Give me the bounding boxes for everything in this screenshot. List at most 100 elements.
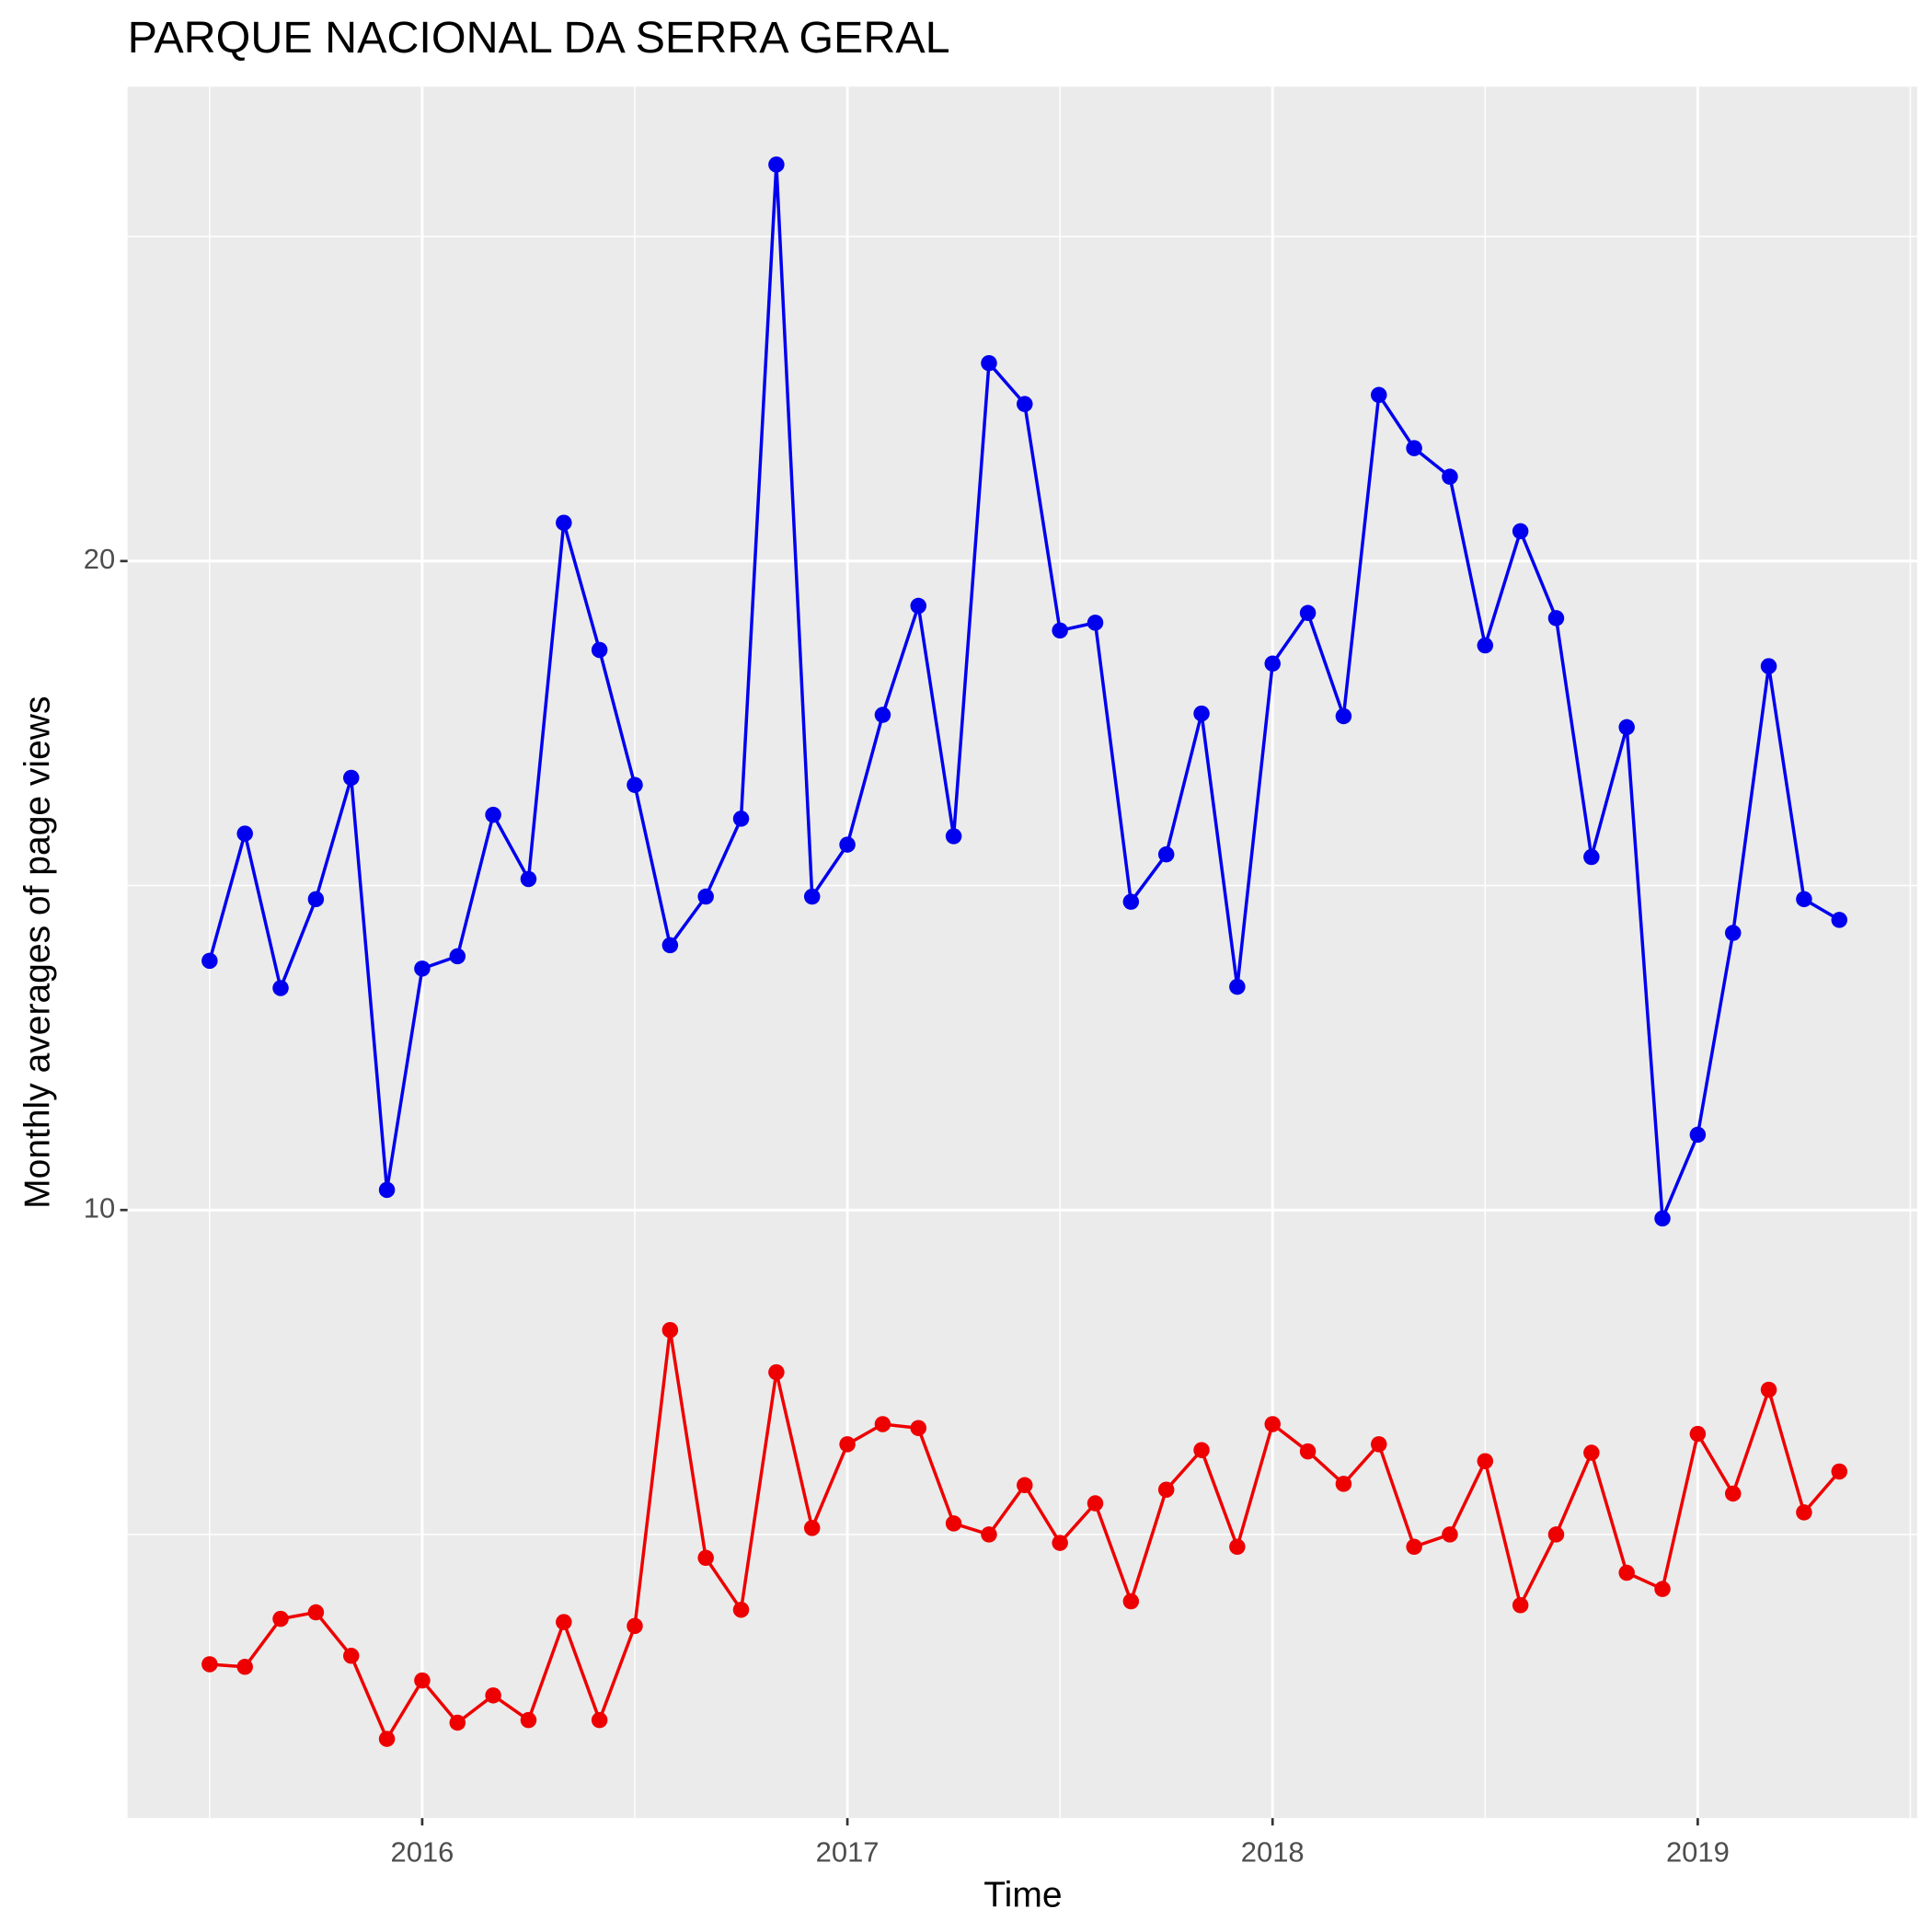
point [1264,1416,1281,1432]
panel [127,86,1917,1819]
point [236,825,253,842]
point [1689,1126,1707,1144]
point [1122,1593,1140,1610]
point [874,707,891,723]
point [449,1714,466,1731]
point [1406,1538,1422,1556]
point [1193,705,1210,722]
chart-title: PARQUE NACIONAL DA SERRA GERAL [128,13,950,63]
point [1406,440,1422,456]
point [1477,637,1494,654]
point [1052,1535,1068,1551]
point [1831,1463,1848,1480]
point [1335,707,1352,725]
point [1654,1581,1671,1597]
point [981,354,997,372]
point [272,1610,289,1627]
point [803,888,821,905]
point [768,156,785,173]
point [697,888,714,905]
x-tick-label: 2018 [1241,1835,1305,1868]
point [520,1711,537,1729]
point [449,948,466,965]
point [378,1731,396,1747]
point [1335,1476,1352,1492]
point [1371,386,1387,404]
point [307,891,325,908]
y-tick-label: 10 [84,1191,115,1224]
point [1583,1444,1600,1461]
point [1017,1477,1033,1494]
point [910,1420,927,1436]
point [1087,615,1104,631]
point [520,870,537,888]
x-axis-label: Time [983,1876,1062,1915]
point [661,1321,679,1339]
point [839,836,856,853]
point [272,980,289,996]
point [1796,1504,1812,1521]
point [768,1363,785,1381]
point [1122,893,1140,910]
point [1760,1381,1777,1398]
point [591,641,608,659]
point [945,828,962,845]
point [236,1659,253,1675]
point [307,1604,325,1621]
y-tick-label: 20 [84,543,115,575]
point [556,514,572,531]
point [981,1526,997,1543]
point [1157,1481,1175,1498]
point [1017,396,1033,412]
point [414,1672,431,1689]
point [874,1416,891,1432]
point [1229,978,1246,995]
point [1512,523,1529,540]
point [1724,1485,1742,1502]
point [627,776,643,793]
point [945,1515,962,1532]
point [1229,1538,1246,1556]
x-tick-label: 2016 [390,1835,454,1868]
point [1157,845,1175,863]
point [591,1711,608,1729]
point [1442,468,1458,485]
point [414,960,431,977]
point [732,1601,750,1618]
point [627,1617,643,1635]
point [1264,655,1281,673]
point [1724,925,1742,941]
x-tick-label: 2017 [816,1835,880,1868]
point [661,937,679,954]
point [1618,1564,1635,1581]
point [1052,622,1068,639]
point [1299,1443,1317,1460]
y-axis-label: Monthly averages of page views [17,696,57,1209]
x-tick-label: 2019 [1666,1835,1730,1868]
point [697,1549,714,1567]
point [1760,658,1777,674]
point [1583,848,1600,866]
point [1547,610,1565,627]
point [1512,1597,1529,1614]
point [910,597,927,615]
point [1299,604,1317,622]
point [1371,1436,1387,1453]
point [1547,1526,1565,1543]
point [1654,1210,1671,1227]
point [1193,1442,1210,1458]
point [556,1614,572,1630]
point [342,1648,360,1664]
point [1689,1425,1707,1443]
point [1442,1526,1458,1543]
point [342,769,360,787]
point [1477,1453,1494,1469]
point [201,1656,218,1673]
point [378,1181,396,1199]
point [485,806,501,823]
point [1618,719,1635,736]
point [201,952,218,970]
point [1796,891,1812,908]
